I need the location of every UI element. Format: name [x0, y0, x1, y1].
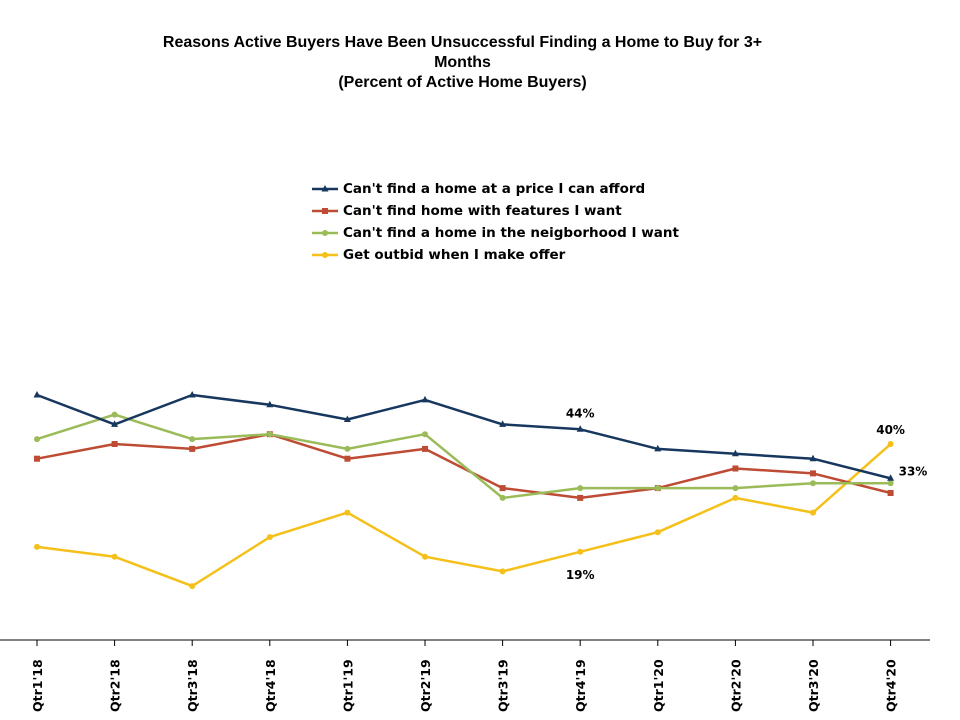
data-point	[344, 445, 351, 452]
legend-marker	[322, 208, 328, 214]
legend-label-neighborhood: Can't find a home in the neigborhood I w…	[343, 225, 679, 241]
data-label: 19%	[566, 568, 595, 582]
series-line	[36, 443, 892, 588]
data-point	[422, 431, 428, 438]
data-point	[499, 485, 506, 492]
series-0	[33, 391, 895, 481]
data-point	[34, 455, 40, 462]
legend-swatch-neighborhood	[310, 226, 340, 240]
data-point	[887, 441, 894, 447]
series-line	[36, 393, 891, 480]
legend-item-outbid: Get outbid when I make offer	[310, 244, 679, 266]
x-tick-label: Qtr3'18	[185, 659, 200, 712]
data-point	[577, 485, 584, 492]
x-tick-label: Qtr3'20	[806, 659, 821, 712]
chart-title: Reasons Active Buyers Have Been Unsucces…	[60, 33, 865, 93]
data-point	[34, 543, 40, 550]
data-point	[732, 485, 739, 492]
data-point	[732, 494, 739, 501]
data-point	[188, 391, 196, 398]
data-point	[111, 441, 118, 447]
x-tick-label: Qtr2'19	[418, 659, 433, 712]
series-3	[34, 441, 894, 590]
data-point	[499, 494, 506, 501]
data-point	[732, 465, 739, 472]
data-label: 40%	[876, 423, 905, 437]
legend-swatch-outbid	[310, 248, 340, 262]
legend-label-outbid: Get outbid when I make offer	[343, 247, 566, 263]
legend-item-features: Can't find home with features I want	[310, 200, 679, 222]
x-tick-label: Qtr2'20	[728, 659, 743, 712]
data-point	[731, 449, 739, 457]
data-point	[809, 454, 817, 462]
chart-title-line-1: Reasons Active Buyers Have Been Unsucces…	[162, 34, 763, 51]
data-point	[499, 568, 506, 575]
legend-label-price: Can't find a home at a price I can affor…	[343, 181, 646, 197]
data-point	[33, 391, 41, 398]
data-point	[111, 553, 118, 560]
data-point	[266, 400, 274, 408]
data-point	[266, 534, 273, 541]
data-point	[266, 431, 273, 438]
legend-marker	[321, 185, 329, 192]
data-point	[887, 474, 895, 481]
data-label: 33%	[899, 464, 928, 478]
data-label: 44%	[566, 406, 595, 420]
data-point	[887, 490, 894, 496]
data-point	[422, 553, 428, 560]
legend-swatch-features	[310, 204, 340, 218]
x-tick-label: Qtr3'19	[496, 659, 511, 712]
data-point	[577, 548, 584, 555]
data-point	[421, 395, 429, 403]
data-point	[34, 436, 40, 443]
chart-legend: Can't find a home at a price I can affor…	[310, 178, 679, 266]
data-point	[810, 480, 816, 487]
data-point	[654, 529, 661, 536]
data-point	[344, 455, 351, 462]
legend-item-neighborhood: Can't find a home in the neigborhood I w…	[310, 222, 679, 244]
x-tick-label: Qtr1'19	[340, 659, 355, 712]
x-tick-label: Qtr1'18	[30, 659, 45, 712]
data-point	[344, 509, 351, 516]
data-point	[654, 485, 661, 492]
chart-title-line-2: Months	[434, 54, 491, 71]
series-2	[34, 411, 894, 501]
data-point	[111, 411, 118, 418]
data-point	[343, 415, 351, 422]
data-point	[810, 470, 816, 477]
legend-label-features: Can't find home with features I want	[343, 203, 622, 219]
data-point	[422, 445, 428, 452]
data-point	[111, 420, 119, 427]
data-point	[576, 425, 584, 432]
data-point	[887, 480, 894, 487]
data-point	[499, 420, 507, 427]
data-point	[189, 445, 196, 452]
data-point	[189, 436, 196, 443]
series-line	[36, 413, 891, 500]
legend-swatch-price	[310, 182, 340, 196]
x-tick-label: Qtr1'20	[651, 659, 666, 712]
data-point	[577, 494, 584, 501]
x-tick-label: Qtr2'18	[108, 659, 123, 712]
x-tick-label: Qtr4'19	[573, 659, 588, 712]
chart-title-line-3: (Percent of Active Home Buyers)	[338, 74, 587, 91]
series-line	[36, 432, 891, 500]
data-point	[189, 583, 196, 590]
legend-marker	[322, 252, 328, 258]
x-tick-label: Qtr4'20	[884, 659, 899, 712]
data-point	[810, 509, 816, 516]
x-tick-label: Qtr4'18	[263, 659, 278, 712]
legend-marker	[322, 230, 328, 236]
data-point	[654, 444, 662, 452]
legend-item-price: Can't find a home at a price I can affor…	[310, 178, 679, 200]
